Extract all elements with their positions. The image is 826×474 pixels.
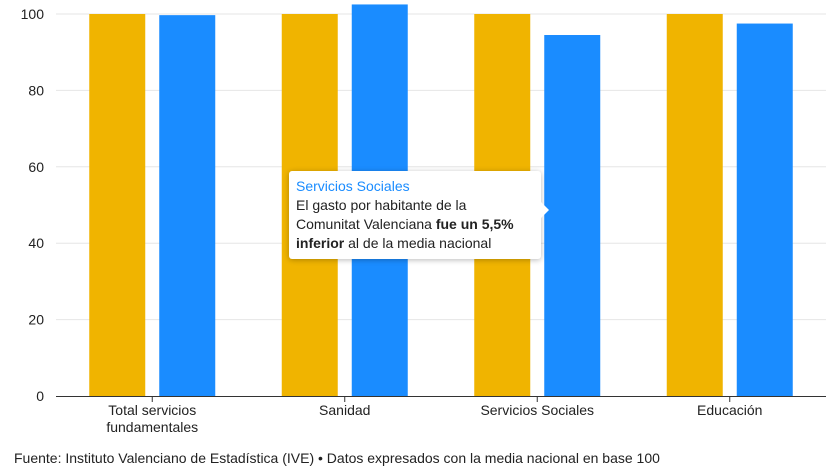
bar (89, 14, 146, 396)
tooltip-line2-plain: Comunitat Valenciana (296, 216, 436, 232)
x-tick-label: Educación (697, 402, 762, 418)
y-tick-label: 80 (28, 82, 44, 98)
tooltip-line3-bold: inferior (296, 235, 345, 251)
tooltip-title: Servicios Sociales (296, 178, 410, 194)
y-tick-label: 100 (21, 6, 45, 22)
bar (666, 14, 723, 396)
y-tick-label: 60 (28, 159, 44, 175)
tooltip-line3-plain: al de la media nacional (344, 235, 492, 251)
x-tick-label: Servicios Sociales (480, 402, 594, 418)
tooltip-servicios-sociales: Servicios Sociales El gasto por habitant… (289, 171, 549, 259)
tooltip-line1: El gasto por habitante de la (296, 197, 467, 213)
x-tick-label: Sanidad (319, 402, 370, 418)
tooltip-line2-bold: fue un 5,5% (435, 216, 514, 232)
y-axis: 0 20 40 60 80 100 (21, 6, 45, 404)
y-tick-label: 40 (28, 235, 44, 251)
y-tick-label: 20 (28, 312, 44, 328)
x-tick-label: fundamentales (106, 419, 198, 435)
y-tick-label: 0 (36, 388, 44, 404)
bar (159, 15, 216, 397)
bar (544, 35, 601, 396)
source-note: Fuente: Instituto Valenciano de Estadíst… (14, 450, 660, 466)
bar (736, 23, 793, 397)
x-tick-label: Total servicios (108, 402, 196, 418)
